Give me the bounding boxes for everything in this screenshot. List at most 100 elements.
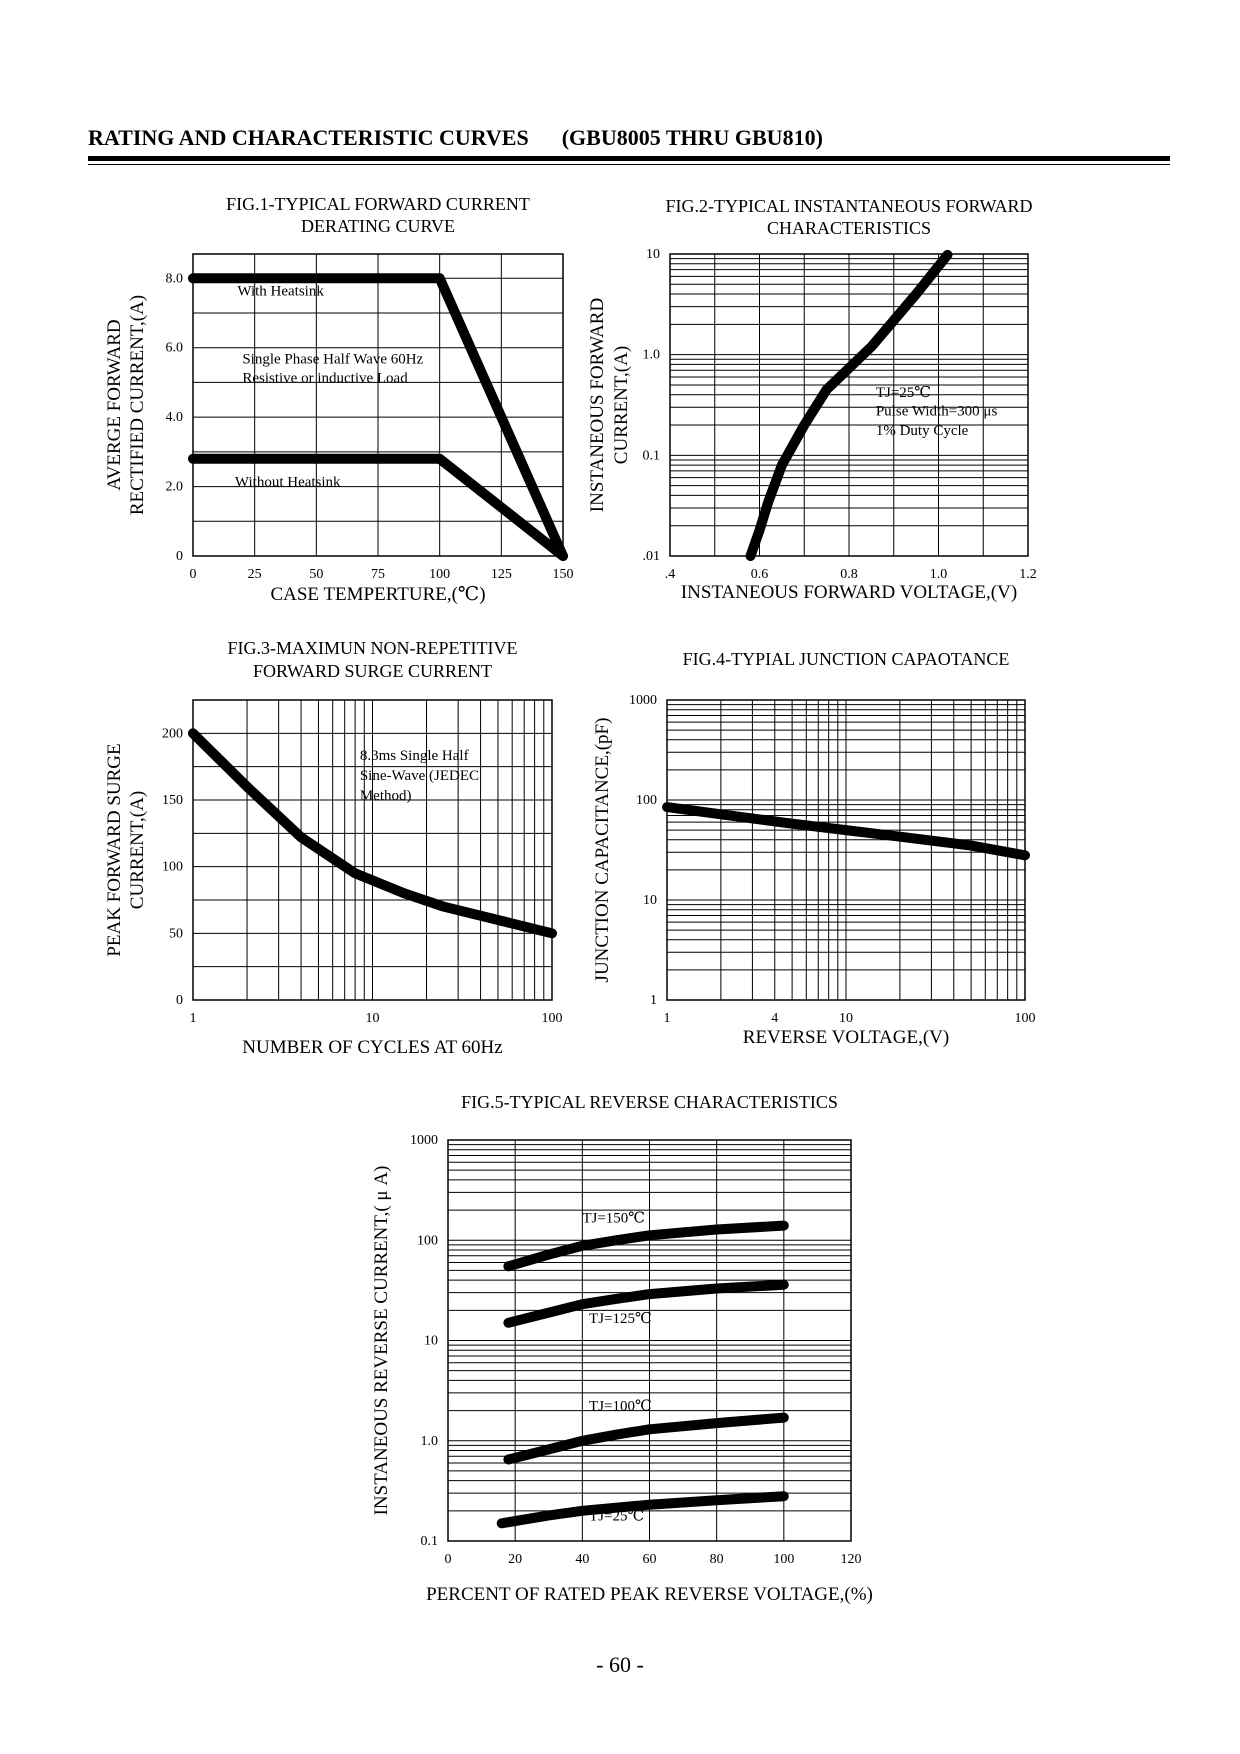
fig3-frame [192, 699, 553, 1001]
fig3-y-tick-label: 100 [162, 860, 183, 875]
fig5-series-3-line [496, 1491, 789, 1529]
fig4-x-tick-label: 10 [839, 1011, 853, 1026]
fig3-grid [192, 699, 553, 1001]
fig4-y-tick-label: 1000 [629, 693, 657, 708]
fig2-chart: .4 0.6 0.8 1.0 1.2 .01 0.1 1.0 10 TJ=25℃ Pulse Wid… [587, 196, 1037, 603]
fig3-series-0-line [188, 728, 557, 939]
fig5-y-tick-label: 0.1 [421, 1534, 439, 1549]
header-rule-thick [88, 156, 1170, 161]
fig1-annotation-0: With Heatsink [237, 284, 324, 300]
fig5-x-tick-label: 100 [773, 1552, 794, 1567]
fig3-title-line-0: FIG.3-MAXIMUN NON-REPETITIVE [228, 638, 518, 658]
fig5-x-tick-label: 60 [643, 1552, 657, 1567]
fig4-frame [666, 699, 1026, 1001]
fig5-x-tick-label: 20 [508, 1552, 522, 1567]
fig1-annotation-3: Without Heatsink [235, 475, 341, 491]
fig2-annotation-0: TJ=25℃ [876, 385, 931, 401]
fig1-frame [192, 253, 564, 557]
fig2-x-axis-label: INSTANEOUS FORWARD VOLTAGE,(V) [681, 582, 1017, 603]
fig5-x-axis-label: PERCENT OF RATED PEAK REVERSE VOLTAGE,(%… [426, 1584, 873, 1605]
fig5-annotation-2: TJ=100℃ [589, 1399, 652, 1415]
fig1-x-axis-label: CASE TEMPERTURE,(℃) [270, 584, 485, 605]
fig2-x-tick-label: 0.6 [751, 567, 769, 582]
fig2-x-tick-label: .4 [665, 567, 676, 582]
fig4-x-tick-label: 1 [664, 1011, 671, 1026]
fig1-y-axis-label-1: RECTIFIED CURRENT,(A) [127, 295, 148, 515]
fig5-y-tick-label: 100 [417, 1233, 438, 1248]
fig5-chart: 0 20 40 60 80 100 120 0.1 1.0 10 100 1000 TJ=150℃ TJ=… [371, 1092, 873, 1605]
fig1-annotation-1: Single Phase Half Wave 60Hz [242, 351, 423, 367]
fig1-x-tick-label: 75 [371, 567, 385, 582]
fig5-y-tick-label: 1000 [410, 1133, 438, 1148]
fig1-title-line-0: FIG.1-TYPICAL FORWARD CURRENT [226, 194, 530, 214]
fig3-annotation-1: Sine-Wave (JEDEC [360, 768, 479, 784]
fig3-x-tick-label: 100 [542, 1011, 563, 1026]
fig5-y-tick-label: 10 [424, 1334, 438, 1349]
fig1-x-tick-label: 150 [553, 567, 574, 582]
fig2-y-tick-label: .01 [643, 549, 661, 564]
fig1-x-tick-label: 25 [248, 567, 262, 582]
fig1-title-line-1: DERATING CURVE [301, 216, 455, 236]
fig1-y-tick-label: 8.0 [166, 271, 184, 286]
fig5-grid [447, 1139, 852, 1542]
fig5-x-tick-label: 0 [445, 1552, 452, 1567]
fig1-y-tick-label: 0 [176, 549, 183, 564]
fig5-series-0-line [503, 1220, 789, 1272]
fig3-y-tick-label: 150 [162, 793, 183, 808]
fig1-chart: 0 25 50 75 100 125 150 0 2.0 4.0 6.0 8.0 With Heatsi… [104, 194, 574, 605]
fig1-y-tick-label: 2.0 [166, 480, 184, 495]
fig2-y-tick-label: 10 [646, 247, 660, 262]
fig3-y-tick-label: 50 [169, 926, 183, 941]
fig1-annotation-2: Resistive or inductive Load [242, 370, 408, 386]
fig5-series-2-line [503, 1412, 789, 1465]
fig1-y-tick-label: 4.0 [166, 410, 184, 425]
fig3-x-axis-label: NUMBER OF CYCLES AT 60Hz [242, 1037, 502, 1058]
fig3-x-tick-label: 1 [190, 1011, 197, 1026]
fig4-y-axis-label-0: JUNCTION CAPACITANCE,(pF) [592, 718, 613, 983]
fig4-title-line-0: FIG.4-TYPIAL JUNCTION CAPAOTANCE [683, 649, 1010, 669]
fig2-x-tick-label: 0.8 [840, 567, 858, 582]
fig3-annotation-0: 8.3ms Single Half [360, 748, 469, 764]
fig2-title-line-0: FIG.2-TYPICAL INSTANTANEOUS FORWARD [666, 196, 1033, 216]
fig4-chart: 1 4 10 100 1 10 100 1000 FIG.4-TYPIAL JUNCTION C… [592, 649, 1036, 1048]
page-header: RATING AND CHARACTERISTIC CURVES (GBU800… [88, 125, 823, 151]
fig4-y-tick-label: 10 [643, 893, 657, 908]
fig2-title-line-1: CHARACTERISTICS [767, 218, 931, 238]
fig2-y-axis-label-0: INSTANEOUS FORWARD [587, 298, 608, 512]
fig4-series-0-line [662, 802, 1030, 861]
fig1-x-tick-label: 0 [190, 567, 197, 582]
fig1-x-tick-label: 125 [491, 567, 512, 582]
fig3-y-axis-label-0: PEAK FORWARD SURGE [104, 743, 125, 956]
fig4-y-tick-label: 1 [650, 993, 657, 1008]
fig2-series-0-line [745, 249, 953, 561]
fig3-y-tick-label: 0 [176, 993, 183, 1008]
fig2-y-tick-label: 1.0 [643, 348, 661, 363]
header-title: RATING AND CHARACTERISTIC CURVES [88, 125, 529, 150]
fig5-series-1-line [503, 1279, 789, 1328]
fig2-grid [669, 253, 1029, 557]
fig4-x-tick-label: 4 [771, 1011, 778, 1026]
fig5-frame [447, 1139, 852, 1542]
fig3-x-tick-label: 10 [366, 1011, 380, 1026]
fig5-y-axis-label-0: INSTANEOUS REVERSE CURRENT,( μ A) [371, 1166, 392, 1516]
fig3-title-line-1: FORWARD SURGE CURRENT [253, 661, 492, 681]
fig1-series-0-line [188, 273, 568, 561]
fig2-y-axis-label-1: CURRENT,(A) [611, 346, 632, 464]
fig1-y-axis-label-0: AVERGE FORWARD [104, 319, 125, 490]
fig2-x-tick-label: 1.2 [1019, 567, 1037, 582]
fig3-chart: 1 10 100 0 50 100 150 200 8.3ms Single Half Sine-… [104, 638, 563, 1058]
fig3-y-axis-label-1: CURRENT,(A) [127, 791, 148, 909]
fig4-x-axis-label: REVERSE VOLTAGE,(V) [743, 1027, 949, 1048]
fig5-x-tick-label: 40 [575, 1552, 589, 1567]
fig1-y-tick-label: 6.0 [166, 341, 184, 356]
page-number: - 60 - [596, 1652, 644, 1677]
fig5-annotation-1: TJ=125℃ [589, 1311, 652, 1327]
fig2-y-tick-label: 0.1 [643, 448, 661, 463]
fig2-annotation-2: 1% Duty Cycle [876, 423, 969, 439]
fig4-y-tick-label: 100 [636, 793, 657, 808]
fig5-annotation-3: TJ=25℃ [589, 1509, 644, 1525]
header-rule-thin [88, 164, 1170, 165]
fig2-x-tick-label: 1.0 [930, 567, 948, 582]
